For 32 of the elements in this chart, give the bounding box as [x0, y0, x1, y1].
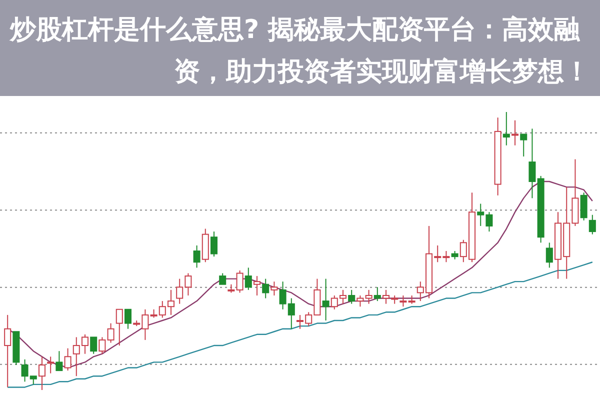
candlestick	[546, 242, 553, 268]
candlestick	[47, 356, 54, 374]
candlestick	[580, 192, 588, 221]
candlestick	[348, 289, 356, 304]
candlestick	[520, 134, 528, 157]
candlestick	[588, 214, 596, 235]
candlestick	[374, 286, 381, 302]
candlestick	[4, 314, 12, 388]
candlestick	[64, 348, 72, 372]
candlestick	[90, 336, 98, 354]
candlestick	[219, 272, 226, 285]
candlestick	[365, 289, 372, 304]
candlestick	[116, 308, 123, 346]
chart-title: 炒股杠杆是什么意思? 揭秘最大配资平台：高效融资，助力投资者实现财富增长梦想！	[9, 15, 590, 87]
candlestick	[107, 322, 114, 344]
candlestick	[244, 267, 252, 290]
candlestick	[98, 336, 106, 354]
candlestick	[56, 350, 63, 372]
candlestick	[322, 278, 330, 321]
candlestick	[400, 294, 407, 308]
candlestick	[236, 270, 244, 294]
candlestick	[502, 112, 510, 146]
candlestick	[253, 276, 261, 296]
candlestick	[270, 281, 278, 296]
candlestick	[528, 128, 536, 199]
candlestick	[511, 120, 519, 146]
candlestick	[38, 356, 46, 390]
candlestick	[124, 308, 132, 330]
candlestick	[193, 244, 200, 268]
candlestick	[356, 294, 364, 308]
candlestick	[210, 231, 218, 258]
candlestick	[262, 278, 270, 299]
